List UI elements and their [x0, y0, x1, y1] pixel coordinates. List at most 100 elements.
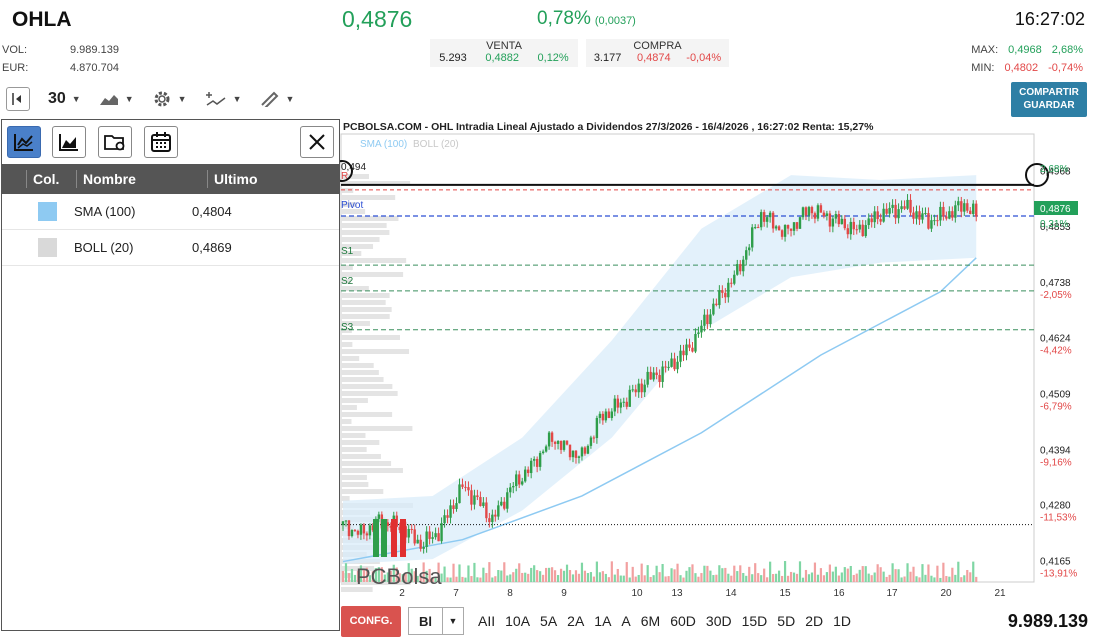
volume-bar [748, 566, 751, 582]
volume-bar [703, 565, 706, 582]
period-button-2a[interactable]: 2A [567, 613, 585, 629]
candle-body [589, 437, 593, 446]
volume-bar [876, 564, 879, 582]
volume-bar [601, 571, 604, 582]
volume-bar [754, 563, 757, 582]
resistance-label: R [341, 171, 348, 182]
volume-bar [709, 570, 712, 582]
candle-body [831, 218, 835, 227]
indicators-button[interactable]: ▼ [205, 91, 241, 107]
share-save-button[interactable]: COMPARTIR GUARDAR [1011, 82, 1087, 117]
calendar-button[interactable] [144, 126, 178, 158]
candle-body [780, 230, 784, 237]
period-button-2d[interactable]: 2D [805, 613, 824, 629]
legend-sma: SMA (100) [360, 139, 407, 150]
period-button-60d[interactable]: 60D [670, 613, 696, 629]
volume-bar [816, 574, 820, 582]
color-swatch[interactable] [38, 238, 57, 257]
candle-body [634, 389, 637, 393]
period-button-aii[interactable]: AII [478, 613, 496, 629]
period-button-5a[interactable]: 5A [540, 613, 558, 629]
s1-label: S1 [341, 246, 354, 257]
line-handle-right[interactable] [1025, 163, 1049, 187]
period-button-15d[interactable]: 15D [741, 613, 768, 629]
period-button-a[interactable]: A [621, 613, 631, 629]
candle-body [497, 505, 500, 517]
candle-body [386, 522, 390, 526]
price-tag [1034, 201, 1078, 215]
volume-bar [825, 572, 828, 582]
candle-body [476, 495, 479, 498]
volume-bar [491, 577, 494, 582]
x-tick-label: 20 [940, 588, 952, 599]
volume-bar [559, 568, 563, 582]
price-chart[interactable]: PCBOLSA.COM - OHL Intradia Lineal Ajusta… [331, 119, 1103, 603]
close-panel-button[interactable] [300, 126, 334, 158]
volume-bar [828, 564, 831, 582]
indicator-chart-button[interactable] [7, 126, 41, 158]
volume-profile-bar [341, 195, 396, 200]
indicator-row-boll[interactable]: BOLL (20) 0,4869 [2, 230, 339, 266]
collapse-panel-button[interactable] [6, 87, 30, 111]
period-button-5d[interactable]: 5D [777, 613, 796, 629]
period-button-1a[interactable]: 1A [594, 613, 612, 629]
volume-bar [721, 568, 724, 582]
period-button-10a[interactable]: 10A [505, 613, 531, 629]
volume-bar [365, 567, 368, 582]
volume-bar [419, 575, 422, 582]
volume-bar [966, 569, 969, 582]
chevron-down-icon: ▼ [177, 94, 187, 104]
volume-profile-bar [341, 265, 353, 270]
compra-title: COMPRA [633, 40, 682, 52]
candle-body [703, 314, 706, 326]
candle-body [640, 383, 643, 393]
area-chart-button[interactable] [52, 126, 86, 158]
volume-bar [518, 563, 521, 582]
volume-bar [386, 572, 389, 582]
period-button-30d[interactable]: 30D [705, 613, 732, 629]
settings-button[interactable]: ▼ [152, 89, 187, 109]
candle-body [643, 384, 646, 393]
drawing-tools-button[interactable]: ▼ [259, 91, 294, 107]
volume-bar [470, 576, 473, 582]
candle-body [840, 218, 844, 225]
candle-body [682, 350, 685, 356]
period-button-6m[interactable]: 6M [640, 613, 661, 629]
eur-label: EUR: [2, 62, 29, 74]
volume-bar [643, 575, 646, 582]
chart-type-button[interactable]: ▼ [99, 92, 134, 106]
candle-body [622, 401, 625, 403]
config-button[interactable]: CONFG. [341, 605, 401, 637]
period-button-1d[interactable]: 1D [833, 613, 851, 629]
save-label: GUARDAR [1023, 100, 1075, 111]
chart-title: PCBOLSA.COM - OHL Intradia Lineal Ajusta… [343, 121, 874, 133]
volume-bar [482, 567, 485, 582]
color-swatch[interactable] [38, 202, 57, 221]
volume-bar [706, 565, 709, 582]
y-tick-pct: -2,05% [1040, 290, 1072, 301]
candle-body [598, 413, 602, 418]
volume-profile-bar [341, 293, 390, 298]
candle-body [909, 199, 912, 213]
resistance-value-label: 0,494 [341, 162, 366, 173]
volume-profile-bar [341, 461, 392, 466]
indicator-row-sma[interactable]: SMA (100) 0,4804 [2, 194, 339, 230]
volume-bar [649, 576, 652, 582]
candle-body [488, 518, 491, 523]
candle-body [697, 332, 700, 335]
folder-settings-button[interactable] [98, 126, 132, 158]
y-tick-pct: -9,16% [1040, 457, 1072, 468]
volume-bar [927, 564, 930, 582]
volume-profile-bar [341, 566, 375, 571]
candle-body [921, 213, 924, 220]
candle-body [574, 450, 578, 458]
volume-bar [819, 568, 823, 582]
volume-bar [476, 577, 479, 582]
mode-select[interactable]: Bl ▼ [408, 607, 464, 635]
volume-profile-bar [341, 377, 384, 382]
x-tick-label: 2 [399, 588, 405, 599]
volume-profile-bar [341, 230, 390, 235]
candle-body [963, 203, 966, 212]
interval-select[interactable]: 30 ▼ [48, 90, 81, 108]
volume-profile-bar [341, 286, 369, 291]
